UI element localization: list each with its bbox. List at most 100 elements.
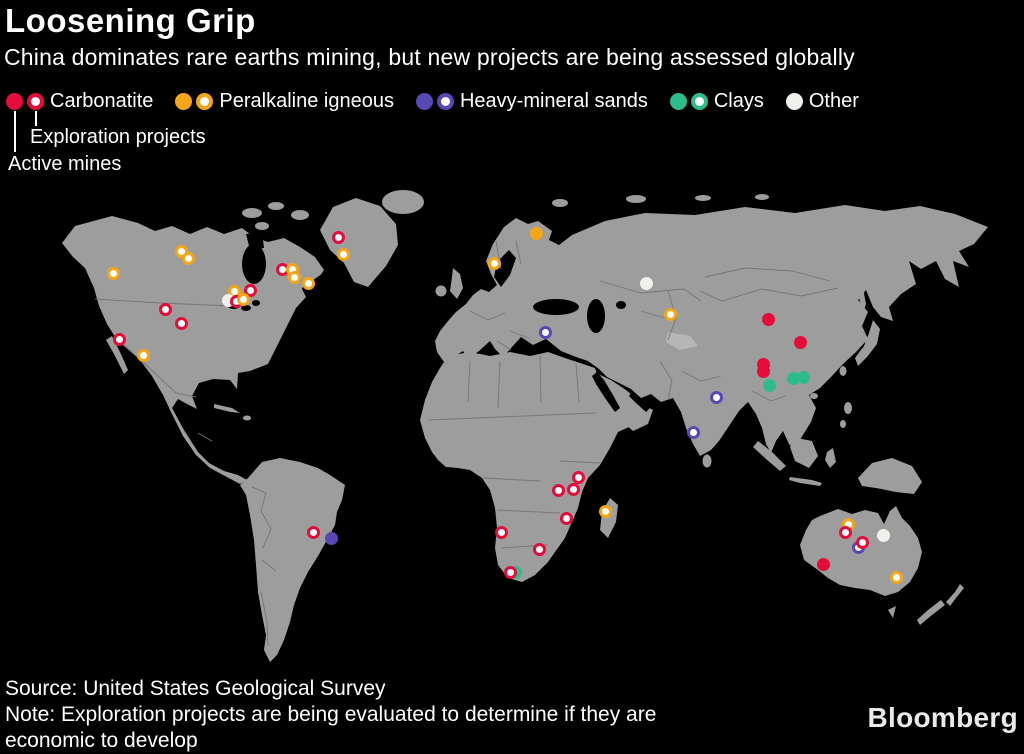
mine-marker-carbonatite-active	[816, 557, 830, 571]
mine-marker-peralkaline-exploration	[106, 266, 120, 280]
mine-marker-peralkaline-exploration	[487, 256, 501, 270]
mine-marker-heavy_mineral-exploration	[686, 425, 700, 439]
arctic-island	[291, 210, 309, 220]
continent-africa	[420, 352, 640, 582]
country-borders	[94, 240, 839, 647]
legend-active-dot-peralkaline	[175, 93, 193, 110]
page-subtitle: China dominates rare earths mining, but …	[4, 44, 855, 70]
legend-exploration-dot-heavy_mineral	[436, 93, 454, 110]
mine-marker-heavy_mineral-exploration	[538, 325, 552, 339]
legend-exploration-dot-clays	[690, 93, 708, 110]
mine-marker-carbonatite-exploration	[571, 470, 585, 484]
tasmania	[888, 606, 896, 618]
iceland	[382, 190, 424, 214]
disputed-region-patch	[666, 332, 698, 350]
mine-marker-carbonatite-exploration	[174, 316, 188, 330]
mine-marker-peralkaline-active	[529, 226, 543, 240]
arctic-island	[552, 199, 568, 207]
legend-item-carbonatite: Carbonatite	[6, 90, 153, 113]
arctic-island	[255, 222, 269, 230]
mine-marker-peralkaline-exploration	[336, 247, 350, 261]
new-guinea	[858, 458, 922, 494]
exploration-leader-line	[35, 111, 37, 126]
mine-marker-peralkaline-exploration	[287, 270, 301, 284]
arctic-island	[755, 194, 769, 200]
mine-marker-carbonatite-exploration	[503, 565, 517, 579]
greenland	[320, 198, 398, 287]
legend-label-carbonatite: Carbonatite	[50, 90, 154, 112]
mine-marker-carbonatite-exploration	[855, 535, 869, 549]
note-line-2: economic to develop	[5, 729, 198, 752]
mine-marker-carbonatite-exploration	[494, 525, 508, 539]
mine-marker-clays-active	[786, 371, 800, 385]
mine-marker-heavy_mineral-active	[324, 531, 338, 545]
mine-marker-peralkaline-exploration	[136, 348, 150, 362]
mine-marker-peralkaline-exploration	[663, 307, 677, 321]
legend-item-clays: Clays	[669, 90, 764, 113]
new-zealand-north	[946, 584, 964, 606]
sakhalin	[856, 288, 866, 320]
legend-label-heavy_mineral: Heavy-mineral sands	[459, 90, 648, 112]
philippines	[840, 420, 846, 428]
hudson-strait	[246, 232, 264, 250]
page-title: Loosening Grip	[5, 2, 256, 39]
borneo	[790, 438, 818, 468]
great-lake	[252, 300, 260, 306]
mine-marker-carbonatite-active	[793, 335, 807, 349]
active-mines-leader-line	[14, 111, 16, 152]
legend-label-clays: Clays	[713, 90, 764, 112]
mine-marker-peralkaline-exploration	[598, 504, 612, 518]
legend-item-heavy_mineral: Heavy-mineral sands	[415, 90, 648, 113]
arctic-island	[242, 208, 262, 218]
world-map	[62, 190, 988, 662]
sri-lanka	[702, 454, 712, 468]
mine-marker-heavy_mineral-exploration	[709, 390, 723, 404]
arctic-island	[268, 202, 284, 210]
mine-marker-peralkaline-exploration	[301, 276, 315, 290]
arctic-island	[626, 195, 646, 203]
bloomberg-logo: Bloomberg	[867, 702, 1018, 733]
legend-exploration-dot-peralkaline	[196, 93, 214, 110]
philippines	[844, 402, 852, 414]
exploration-projects-label: Exploration projects	[30, 126, 206, 148]
mine-marker-clays-active	[796, 370, 810, 384]
new-zealand-south	[917, 600, 945, 625]
black-sea	[533, 299, 579, 315]
baja-peninsula	[106, 336, 128, 374]
mine-marker-carbonatite-active	[761, 312, 775, 326]
sulawesi	[825, 448, 836, 468]
mine-marker-carbonatite-exploration	[551, 483, 565, 497]
mine-marker-carbonatite-exploration	[838, 525, 852, 539]
legend-active-dot-clays	[669, 93, 687, 110]
persian-gulf	[629, 392, 650, 412]
arabian-peninsula	[597, 374, 653, 431]
mine-marker-carbonatite-exploration	[112, 332, 126, 346]
great-lake	[241, 305, 251, 311]
legend-active-dot-heavy_mineral	[415, 93, 433, 110]
ireland	[435, 285, 447, 297]
mine-marker-carbonatite-exploration	[566, 482, 580, 496]
legend-exploration-dot-carbonatite	[27, 93, 44, 110]
hudson-bay	[242, 244, 266, 284]
hispaniola	[243, 415, 251, 421]
cuba	[214, 404, 240, 413]
mine-marker-carbonatite-active	[756, 364, 770, 378]
gulf-st-lawrence	[302, 271, 331, 297]
mine-marker-clays-active	[762, 378, 776, 392]
mine-marker-other-active	[639, 276, 653, 290]
baltic-sea	[494, 250, 516, 287]
legend: Carbonatite Peralkaline igneous Heavy-mine…	[6, 90, 859, 113]
note-line-1: Note: Exploration projects are being eva…	[5, 703, 657, 726]
sumatra	[753, 441, 786, 471]
mine-marker-other-active	[876, 528, 890, 542]
continent-north-america	[62, 216, 324, 484]
footer-notes: Source: United States Geological Survey …	[5, 676, 656, 754]
caspian-sea	[587, 299, 605, 333]
taiwan	[839, 366, 847, 376]
legend-label-peralkaline: Peralkaline igneous	[219, 90, 394, 112]
mine-marker-carbonatite-exploration	[559, 511, 573, 525]
continent-south-america	[240, 458, 345, 662]
legend-item-peralkaline: Peralkaline igneous	[175, 90, 394, 113]
japan	[855, 320, 880, 366]
